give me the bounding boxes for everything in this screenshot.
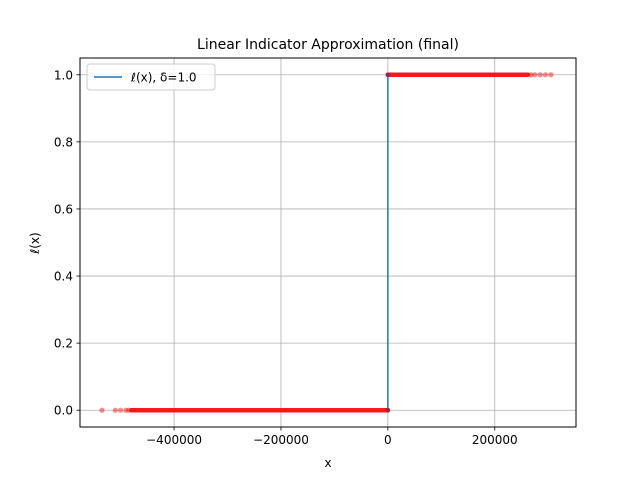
- y-tick-label: 0.2: [54, 337, 73, 351]
- legend-label: ℓ(x), δ=1.0: [130, 71, 197, 85]
- scatter-point: [126, 407, 132, 413]
- x-tick-label: 0: [384, 433, 392, 447]
- scatter-point: [112, 407, 118, 413]
- corner-point: [385, 72, 391, 78]
- scatter-point: [537, 72, 543, 78]
- x-tick-label: 200000: [472, 433, 518, 447]
- y-tick-label: 0.8: [54, 135, 73, 149]
- scatter-point: [532, 72, 538, 78]
- y-tick-label: 0.4: [54, 270, 73, 284]
- scatter-point: [542, 72, 549, 78]
- y-tick-label: 0.6: [54, 202, 73, 216]
- scatter-point: [528, 72, 534, 78]
- chart-title: Linear Indicator Approximation (final): [197, 37, 459, 53]
- legend: ℓ(x), δ=1.0: [86, 63, 216, 91]
- scatter-point: [118, 407, 124, 413]
- y-axis-label: ℓ(x): [28, 232, 42, 254]
- y-tick-label: 0.0: [54, 404, 73, 418]
- scatter-point: [548, 72, 554, 78]
- plot-frame: [79, 57, 577, 428]
- y-tick-label: 1.0: [54, 68, 73, 82]
- x-tick-label: −200000: [253, 433, 309, 447]
- scatter-point: [99, 407, 105, 413]
- axis-ticks: −400000 −200000 0 200000 0.0 0.2 0.4 0.6 0.8 1.0: [54, 68, 518, 447]
- x-tick-label: −400000: [146, 433, 202, 447]
- corner-point: [385, 407, 391, 413]
- legend-box: [86, 63, 216, 91]
- scatter-point: [123, 407, 129, 413]
- x-axis-label: x: [324, 456, 331, 470]
- plot-data: [99, 72, 554, 413]
